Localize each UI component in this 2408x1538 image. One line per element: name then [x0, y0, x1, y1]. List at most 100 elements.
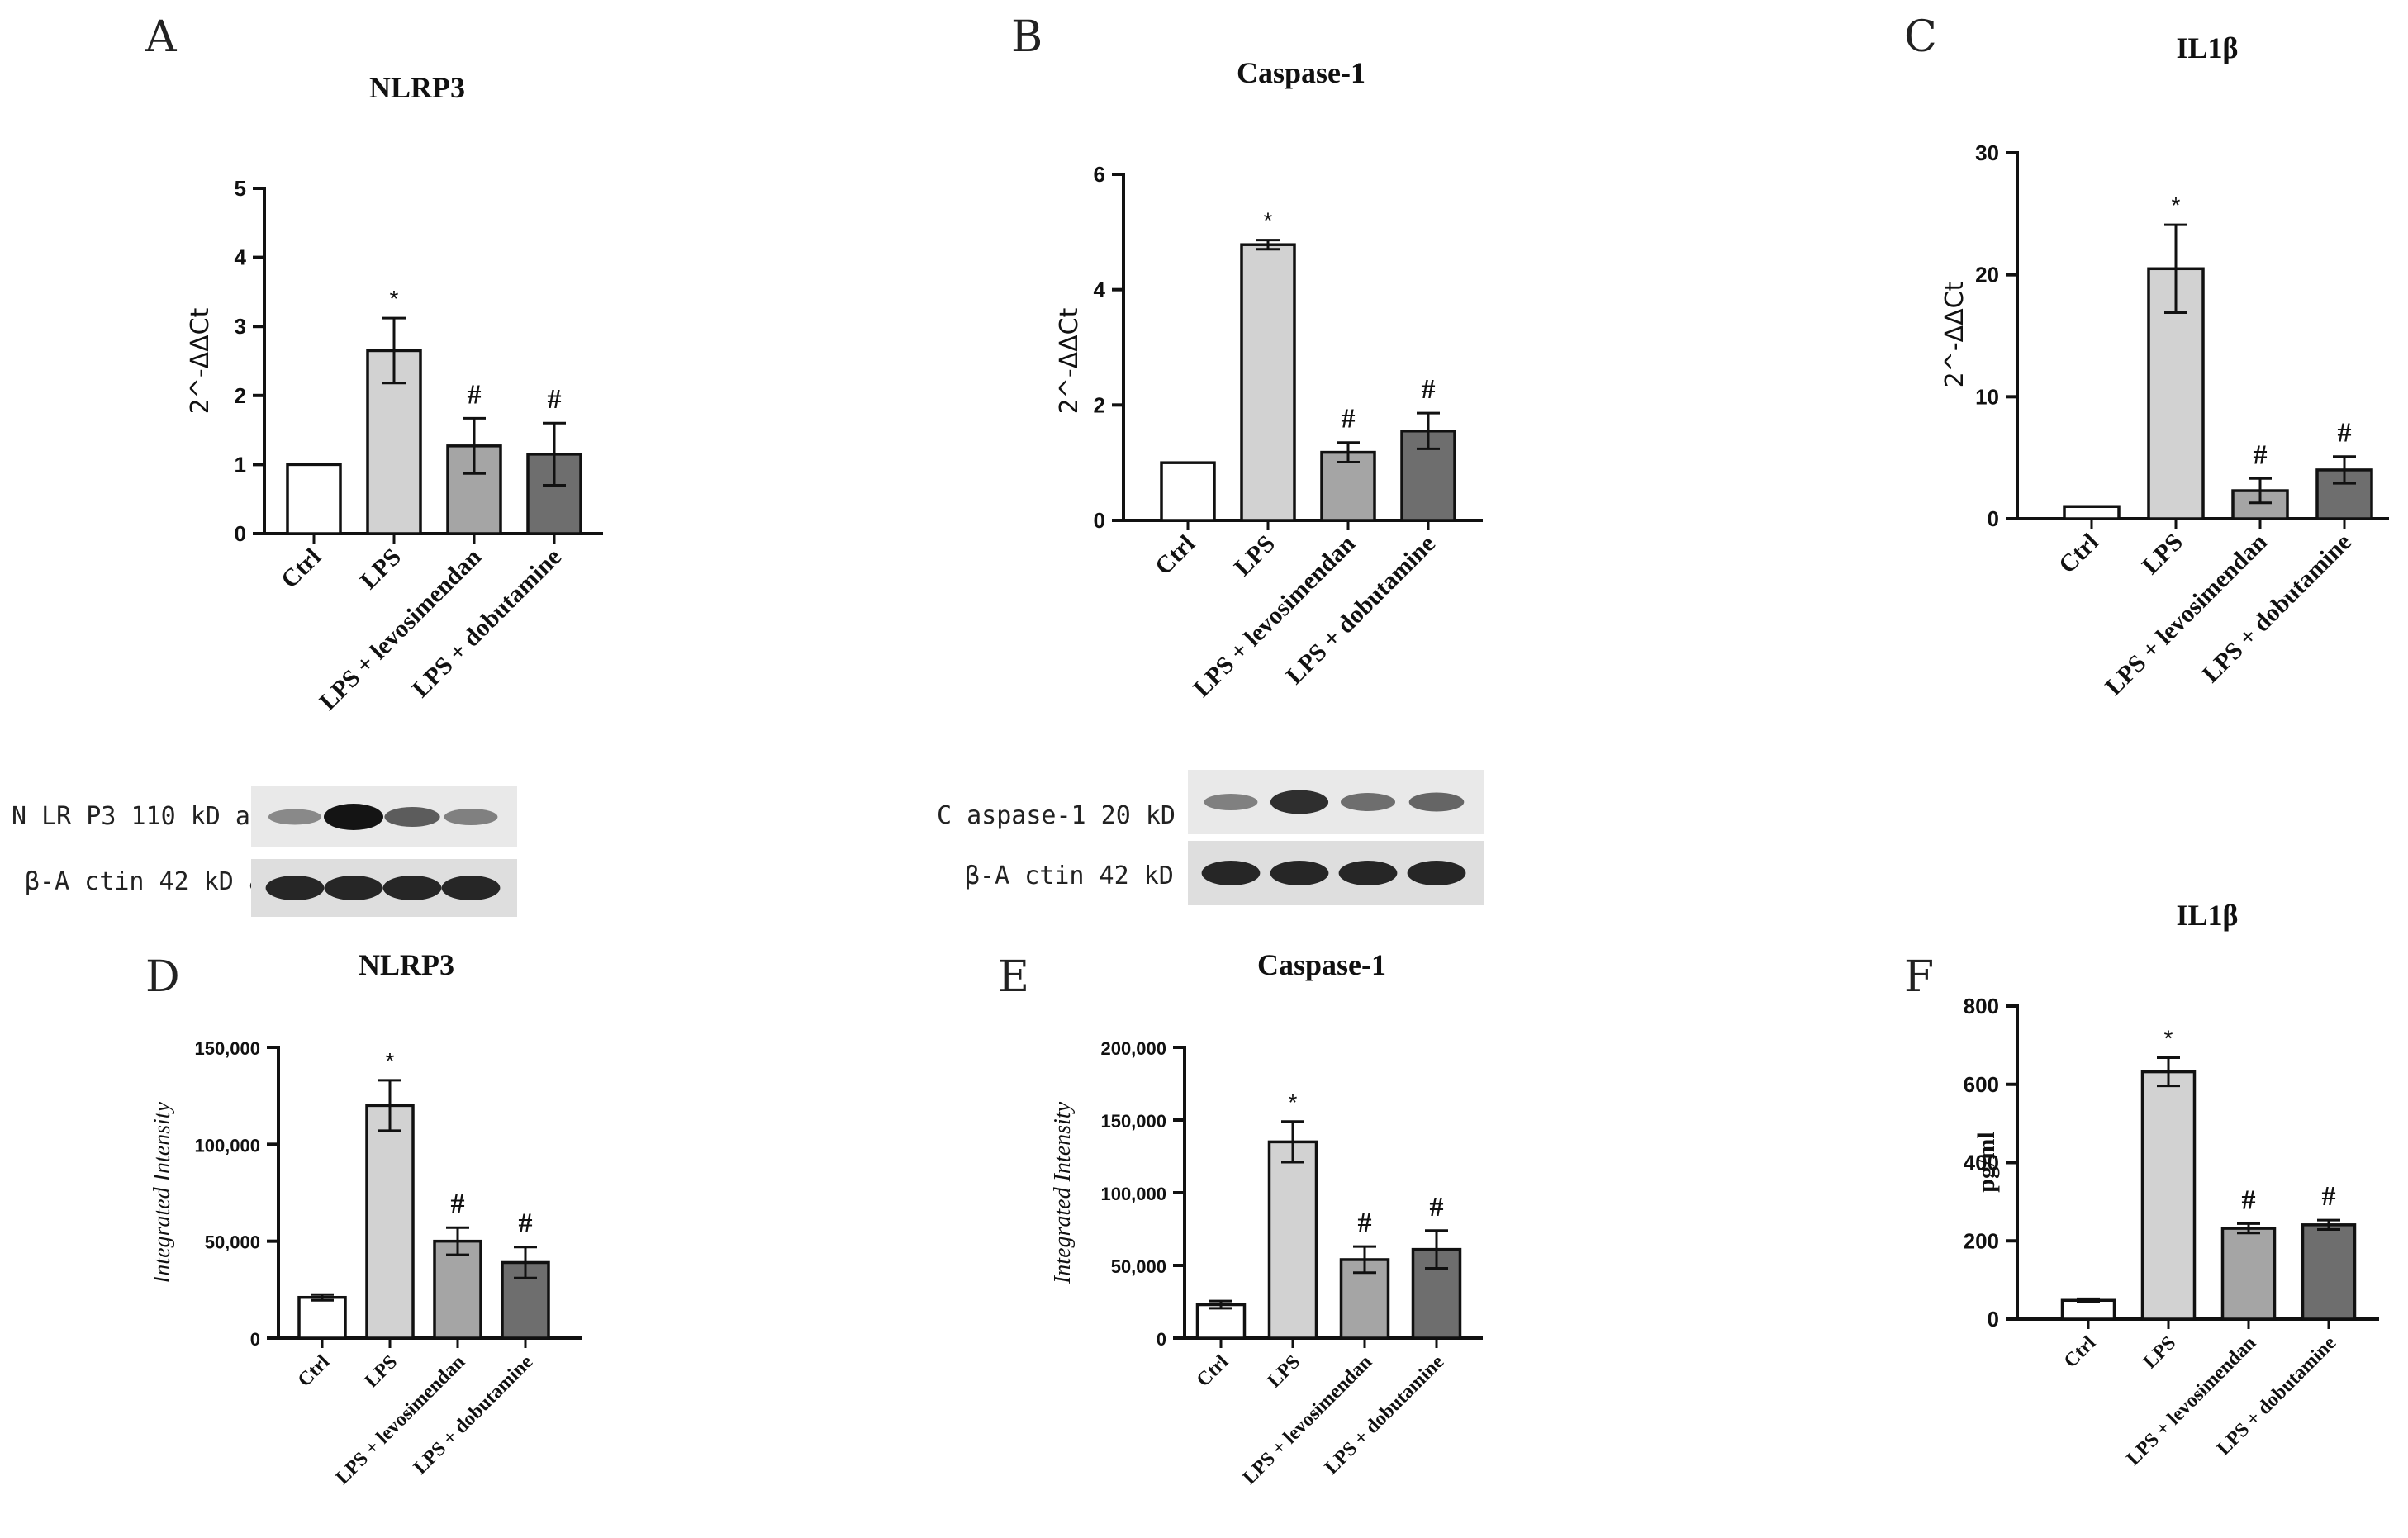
y-tick-label: 0 [1157, 1329, 1166, 1350]
y-tick-label: 150,000 [194, 1038, 260, 1059]
significance-label: # [451, 1189, 465, 1219]
y-tick-label: 5 [235, 176, 246, 201]
panel-letter-e: E [998, 952, 1029, 1002]
bar [2140, 1070, 2197, 1321]
blot-band [1341, 793, 1395, 811]
y-tick-label: 20 [1975, 263, 1999, 287]
bar [2060, 1298, 2116, 1321]
bar [1267, 1140, 1318, 1340]
panel-letter-b: B [1011, 12, 1043, 62]
y-tick-label: 0 [1988, 506, 1999, 531]
category-label: LPS + levosimendan [2100, 528, 2273, 700]
significance-label: # [1422, 374, 1436, 405]
category-label: LPS [2137, 529, 2188, 580]
y-tick-label: 3 [235, 314, 246, 339]
chart-title: IL1β [2177, 31, 2239, 64]
bar [1195, 1303, 1247, 1340]
blot-band [1204, 794, 1258, 810]
significance-label: # [1342, 404, 1356, 434]
panel-letter-d: D [145, 952, 180, 1002]
significance-label: # [2242, 1184, 2256, 1215]
category-label: Ctrl [2054, 529, 2104, 579]
chart-d-nlrp3-intensity: NLRP3 Integrated Intensity 0 50,000 100,000 1… [150, 948, 582, 1489]
significance-label: # [519, 1208, 533, 1239]
blot-band [1270, 790, 1329, 814]
y-tick-label: 30 [1975, 140, 1999, 165]
significance-label: * [390, 286, 399, 311]
blot-label-caspase1: C aspase-1 20 kD a [937, 801, 1205, 830]
y-axis-label: pg/ml [1973, 1132, 2000, 1192]
blot-band [324, 804, 383, 830]
y-tick-label: 0 [1094, 508, 1105, 533]
category-label: LPS [361, 1351, 402, 1393]
category-label: Ctrl [2060, 1332, 2101, 1373]
bar [365, 1104, 415, 1340]
significance-label: * [2172, 192, 2181, 218]
chart-title: NLRP3 [369, 71, 465, 104]
chart-title: NLRP3 [359, 948, 454, 981]
y-axis-label: 2^-ΔΔCt [1940, 281, 1969, 387]
significance-label: # [1430, 1192, 1444, 1222]
category-label: LPS + dobutamine [1281, 530, 1441, 690]
y-tick-label: 150,000 [1100, 1111, 1166, 1132]
panel-letter-a: A [145, 12, 178, 62]
blot-band [444, 809, 498, 825]
y-tick-label: 2 [1094, 392, 1105, 417]
significance-label: # [468, 379, 482, 410]
bar [1160, 461, 1216, 522]
y-tick-label: 200,000 [1100, 1038, 1166, 1059]
category-label: LPS + dobutamine [410, 1351, 538, 1479]
blot-label-actin-a: β-A ctin 42 kD a [25, 867, 264, 896]
category-label: LPS + dobutamine [407, 544, 567, 703]
y-tick-label: 0 [250, 1329, 260, 1350]
category-label: LPS [2140, 1332, 2181, 1374]
bar [2301, 1223, 2357, 1321]
chart-c-il1b-mrna: IL1β 2^-ΔΔCt 0 10 20 30 Ctrl * LPS # LPS + levosim… [1940, 31, 2389, 700]
y-tick-label: 800 [1964, 994, 1999, 1018]
blot-band [324, 876, 383, 900]
significance-label: * [2164, 1026, 2173, 1051]
category-label: Ctrl [294, 1351, 335, 1392]
chart-title: Caspase-1 [1237, 56, 1365, 89]
y-tick-label: 100,000 [194, 1135, 260, 1156]
significance-label: * [1264, 208, 1273, 234]
western-blot-b: C aspase-1 20 kD a β-A ctin 42 kD a [937, 770, 1484, 905]
bar [2063, 505, 2121, 520]
western-blot-a: N LR P3 110 kD a β-A ctin 42 kD a [12, 786, 517, 917]
bar [2147, 267, 2205, 520]
significance-label: # [2254, 439, 2268, 470]
category-label: Ctrl [1193, 1351, 1233, 1392]
y-tick-label: 200 [1964, 1228, 1999, 1253]
y-tick-label: 0 [1988, 1307, 1999, 1332]
blot-band [1408, 792, 1465, 812]
significance-label: # [2322, 1181, 2336, 1212]
y-axis-label: 2^-ΔΔCt [1055, 307, 1084, 414]
category-label: LPS + levosimendan [1239, 1351, 1377, 1489]
blot-band [265, 876, 325, 900]
blot-band [1270, 861, 1329, 885]
blot-band [441, 876, 501, 900]
panel-letter-f: F [1904, 952, 1934, 1002]
blot-label-nlrp3: N LR P3 110 kD a [12, 802, 250, 831]
significance-label: # [2338, 418, 2352, 449]
y-tick-label: 600 [1964, 1072, 1999, 1097]
bar [297, 1295, 347, 1340]
y-tick-label: 50,000 [1111, 1256, 1166, 1277]
significance-label: # [1358, 1208, 1372, 1238]
category-label: LPS + levosimendan [332, 1351, 470, 1489]
blot-band [384, 807, 440, 827]
category-label: LPS [1229, 530, 1280, 581]
category-label: LPS + dobutamine [2197, 529, 2357, 688]
category-label: Ctrl [1150, 530, 1200, 581]
significance-label: # [548, 384, 562, 415]
panel-letter-c: C [1904, 12, 1937, 62]
bar [286, 463, 342, 535]
y-tick-label: 4 [1094, 278, 1106, 302]
category-label: LPS [1264, 1351, 1305, 1393]
y-tick-label: 6 [1094, 162, 1105, 187]
chart-title: IL1β [2177, 899, 2239, 932]
significance-label: * [1289, 1089, 1298, 1115]
